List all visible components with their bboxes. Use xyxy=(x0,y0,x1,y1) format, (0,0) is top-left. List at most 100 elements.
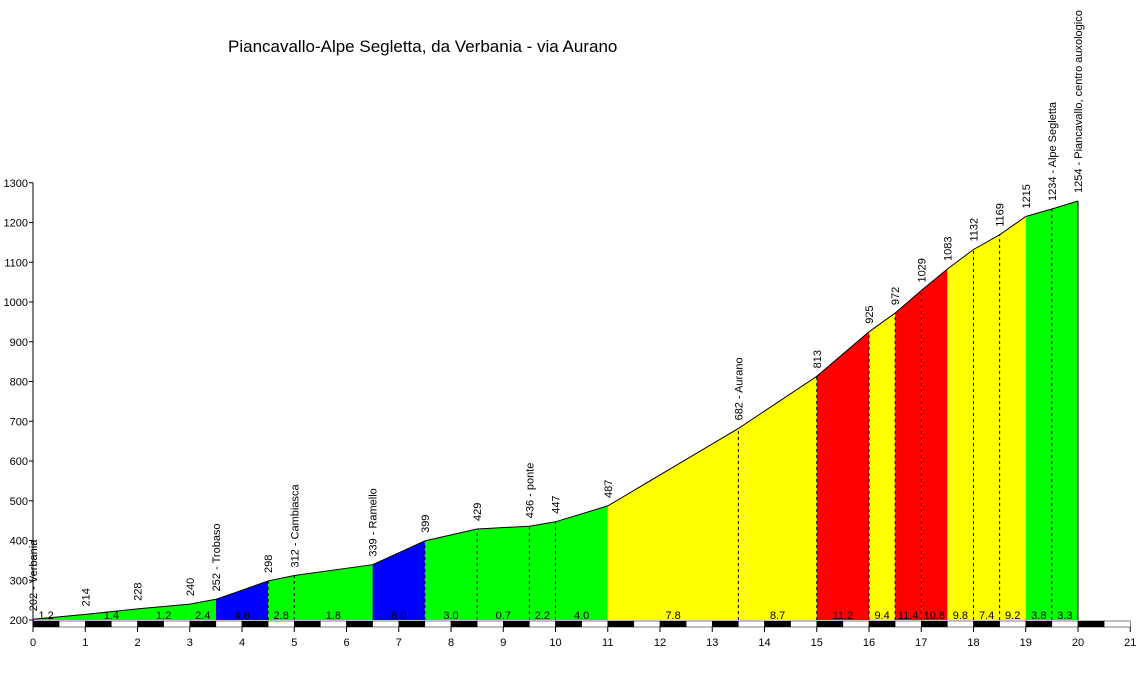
x-tick-label: 2 xyxy=(134,637,140,649)
x-tick-label: 5 xyxy=(291,637,297,649)
altitude-label: 925 xyxy=(864,305,876,323)
x-axis-km-bar xyxy=(1077,620,1105,628)
x-tick-label: 9 xyxy=(500,637,506,649)
gradient-segments xyxy=(33,201,1078,621)
y-tick-label: 800 xyxy=(10,377,28,389)
segment-fill xyxy=(999,216,1026,620)
x-tick-label: 6 xyxy=(343,637,349,649)
altitude-label: 252 - Trobaso xyxy=(211,523,223,591)
altitude-label: 487 xyxy=(603,480,615,498)
altitude-label: 1254 - Piancavallo, centro auxologico xyxy=(1073,10,1085,193)
x-tick-label: 20 xyxy=(1072,637,1084,649)
x-tick-label: 0 xyxy=(30,637,36,649)
x-tick-label: 19 xyxy=(1020,637,1032,649)
altitude-label: 1234 - Alpe Segletta xyxy=(1047,101,1059,201)
x-tick-label: 7 xyxy=(396,637,402,649)
altitude-label: 214 xyxy=(80,588,92,606)
x-tick-label: 10 xyxy=(549,637,561,649)
x-axis-km-bar xyxy=(790,620,817,628)
segment-fill xyxy=(189,599,216,620)
altitude-label: 436 - ponte xyxy=(524,463,536,519)
x-tick-label: 1 xyxy=(82,637,88,649)
gradient-label: 1.4 xyxy=(104,610,119,622)
segment-fill xyxy=(268,575,295,620)
segment-fill xyxy=(59,614,86,620)
x-axis-km-bar xyxy=(346,620,373,628)
y-tick-label: 1300 xyxy=(4,178,28,190)
gradient-label: 3.8 xyxy=(1031,610,1046,622)
x-axis-km-bar xyxy=(607,620,635,628)
x-tick-label: 21 xyxy=(1124,637,1136,649)
segment-fill xyxy=(869,313,896,620)
x-axis-km-bar xyxy=(685,620,713,628)
x-tick-label: 11 xyxy=(602,637,613,649)
y-tick-label: 700 xyxy=(10,416,28,428)
segment-fill xyxy=(947,249,974,620)
x-tick-label: 4 xyxy=(239,637,245,649)
profile-outline xyxy=(32,200,1079,620)
x-tick-label: 14 xyxy=(758,637,770,649)
altitude-label: 813 xyxy=(812,350,824,368)
altitude-label: 1083 xyxy=(942,237,954,261)
gradient-label: 1.8 xyxy=(326,610,341,622)
y-tick-label: 200 xyxy=(10,615,28,627)
segment-fill xyxy=(921,269,948,620)
x-tick-label: 17 xyxy=(915,637,927,649)
segment-fill xyxy=(555,505,608,620)
segment-fill xyxy=(1051,201,1078,620)
x-tick-label: 16 xyxy=(863,637,875,649)
altitude-label: 312 - Cambiasca xyxy=(289,484,301,568)
altitude-label: 682 - Aurano xyxy=(733,357,745,420)
segment-fill xyxy=(294,564,373,620)
gradient-label: 4.6 xyxy=(234,610,249,622)
gradient-label: 2.4 xyxy=(195,610,210,622)
gradient-label: 11.2 xyxy=(833,610,854,622)
gradient-label: 10.8 xyxy=(924,610,945,622)
y-tick-label: 1100 xyxy=(4,257,28,269)
x-tick-label: 12 xyxy=(654,637,666,649)
altitude-label: 447 xyxy=(551,495,563,513)
chart-title: Piancavallo-Alpe Segletta, da Verbania -… xyxy=(228,37,617,56)
x-axis-km-bar xyxy=(1103,620,1131,628)
y-tick-label: 500 xyxy=(10,496,28,508)
segment-fill xyxy=(973,234,1000,621)
gradient-label: 1.2 xyxy=(156,610,171,622)
segment-fill xyxy=(895,290,922,620)
gradient-label: 3.3 xyxy=(1057,610,1072,622)
x-tick-label: 8 xyxy=(448,637,454,649)
gradient-label: 2.8 xyxy=(274,610,289,622)
altitude-label: 1029 xyxy=(916,258,928,282)
gradient-label: 9.4 xyxy=(874,610,889,622)
y-tick-label: 1200 xyxy=(4,218,28,230)
gradient-label: 11.4 xyxy=(898,610,919,622)
altitude-label: 399 xyxy=(420,515,432,533)
y-tick-label: 600 xyxy=(10,456,28,468)
y-tick-label: 300 xyxy=(10,575,28,587)
y-tick-label: 1000 xyxy=(4,297,28,309)
segment-fill xyxy=(607,428,739,620)
segment-fill xyxy=(215,581,269,620)
segment-separators xyxy=(267,208,1053,620)
segment-fill xyxy=(1025,209,1052,620)
segment-fill xyxy=(477,526,530,620)
gradient-label: 0.7 xyxy=(496,610,511,622)
altitude-label: 298 xyxy=(263,555,275,573)
segment-fill xyxy=(529,521,556,620)
gradient-label: 2.2 xyxy=(535,610,550,622)
altitude-labels: 202 - Verbania 214 228 240 252 - Trobaso 298 3… xyxy=(28,10,1085,611)
y-tick-label: 900 xyxy=(10,337,28,349)
x-axis-km-bar xyxy=(294,620,321,628)
altitude-label: 339 - Ramello xyxy=(368,488,380,556)
gradient-label: 7.8 xyxy=(665,610,680,622)
gradient-label: 6.0 xyxy=(391,610,406,622)
altitude-label: 228 xyxy=(132,583,144,601)
segment-fill xyxy=(738,376,817,620)
x-axis-km-bar xyxy=(58,620,86,628)
altitude-label: 1132 xyxy=(969,218,981,242)
altitude-label: 202 - Verbania xyxy=(28,539,40,611)
gradient-label: 1.2 xyxy=(38,610,53,622)
segment-fill xyxy=(424,529,478,620)
x-tick-label: 15 xyxy=(811,637,823,649)
altitude-label: 240 xyxy=(185,578,197,596)
